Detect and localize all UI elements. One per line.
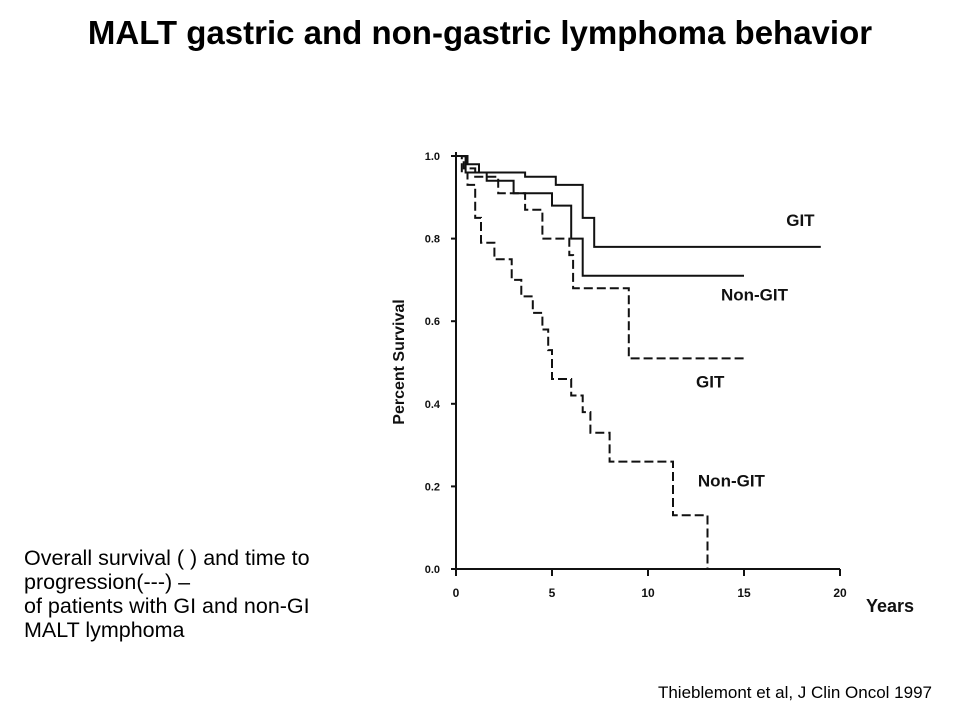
x-tick-label: 10: [641, 586, 655, 600]
y-tick-label: 0.0: [425, 564, 440, 576]
y-tick-label: 0.4: [425, 399, 441, 411]
series-non-git-dashed: [456, 155, 709, 569]
figure-caption: Overall survival ( ) and time to progres…: [24, 546, 404, 642]
y-tick-label: 0.2: [425, 481, 440, 493]
y-tick-label: 0.6: [425, 316, 440, 328]
citation: Thieblemont et al, J Clin Oncol 1997: [657, 683, 932, 702]
caption-line-1: Overall survival ( ) and time to: [24, 546, 310, 570]
y-axis-label: Percent Survival: [391, 299, 408, 424]
curve-label: Non-GIT: [698, 471, 766, 490]
caption-line-4: MALT lymphoma: [24, 618, 185, 642]
chart-series: [456, 155, 821, 569]
y-tick-label: 1.0: [425, 151, 440, 163]
curve-label: Non-GIT: [721, 286, 789, 305]
series-git-dashed: [456, 155, 744, 360]
chart-labels: GIT Non-GIT GIT Non-GIT: [696, 211, 815, 490]
curve-label: GIT: [786, 211, 815, 230]
series-non-git-solid: [456, 155, 744, 277]
slide-title: MALT gastric and non-gastric lymphoma be…: [87, 14, 873, 51]
series-git-solid: [456, 155, 821, 248]
x-tick-label: 0: [453, 586, 460, 600]
caption-line-3: of patients with GI and non-GI: [24, 594, 310, 618]
curve-label: GIT: [696, 372, 725, 391]
chart-axes: 0 5 10 15 20 0.0 0.2 0.4 0.6 0.8 1.0 Years Percent S…: [391, 151, 914, 616]
y-tick-label: 0.8: [425, 234, 440, 246]
x-tick-label: 5: [549, 586, 556, 600]
x-axis-label: Years: [866, 596, 914, 616]
x-tick-label: 15: [737, 586, 751, 600]
caption-line-2: progression(---) –: [24, 570, 191, 594]
x-tick-label: 20: [833, 586, 847, 600]
